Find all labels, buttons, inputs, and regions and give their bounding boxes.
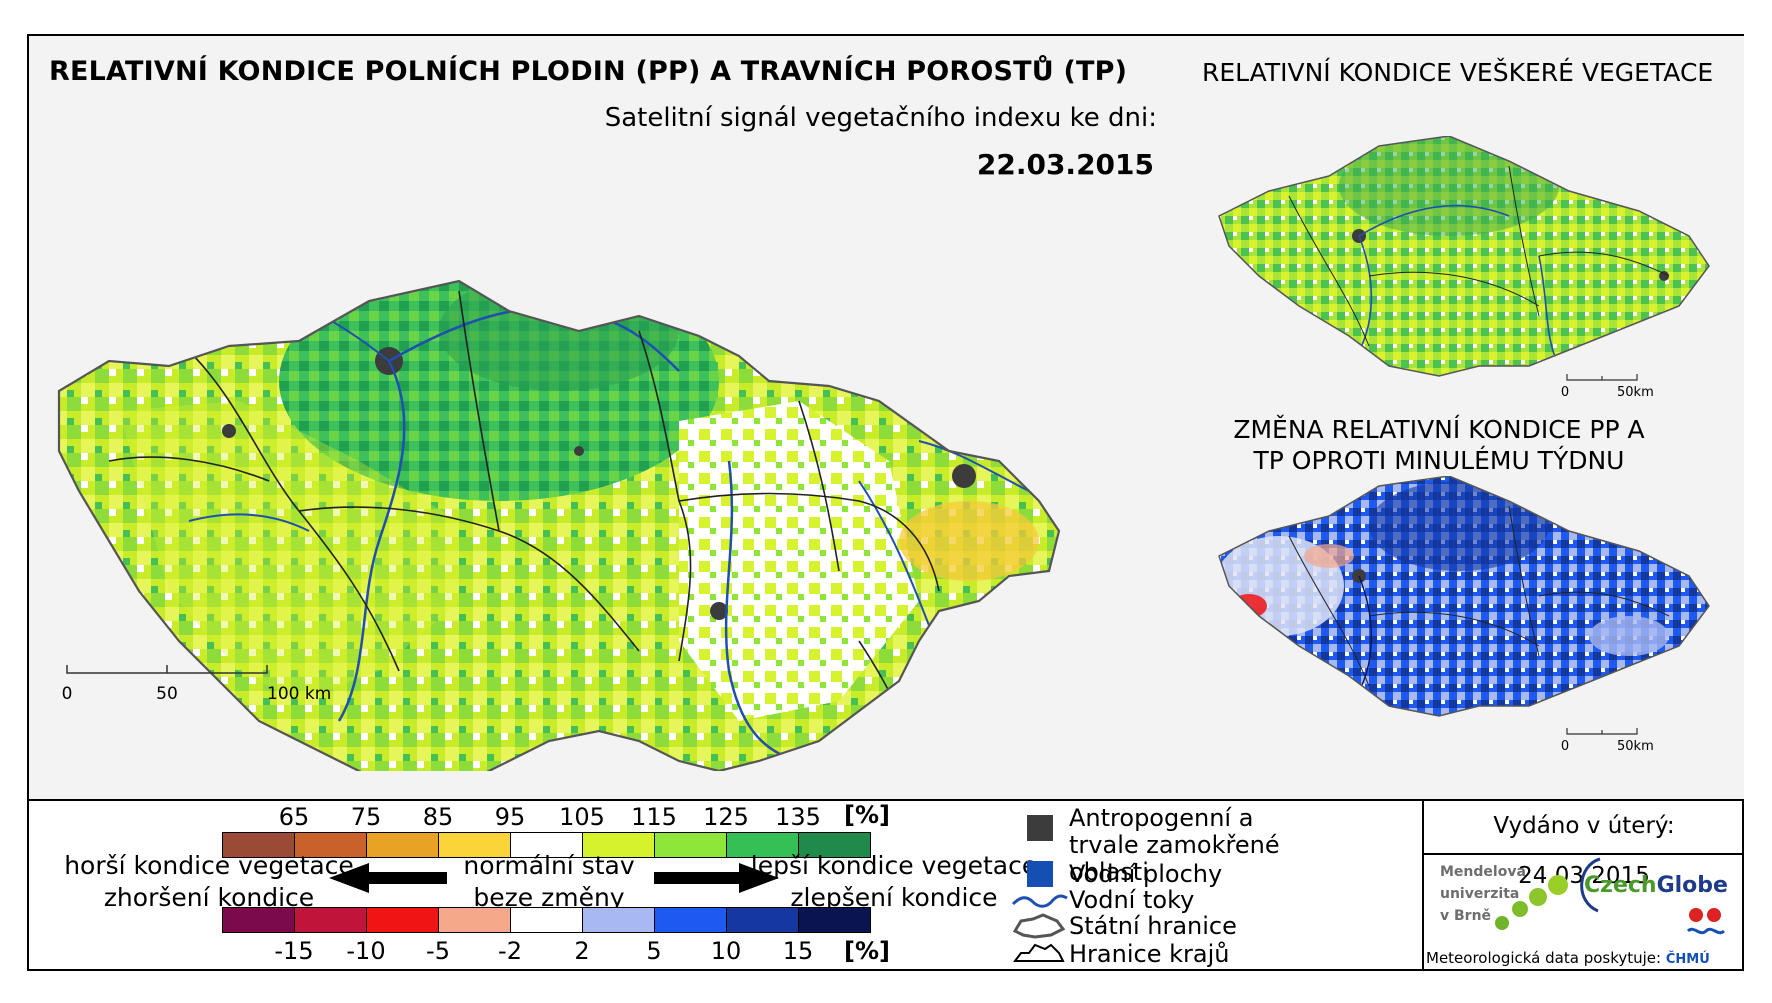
change-label-5: 5 [646, 937, 662, 965]
meteo-credit: Meteorologická data poskytuje: ČHMÚ [1426, 949, 1710, 967]
change-swatch-0 [222, 907, 295, 933]
inset-vegetation-scale-50: 50km [1617, 385, 1654, 400]
date-label: 22.03.2015 [976, 148, 1154, 181]
water-swatch [1027, 861, 1053, 887]
legend-panel: 65 75 85 95 105 115 125 135 [%] horší ko… [29, 801, 1744, 971]
state-border-icon [1012, 913, 1066, 939]
key-anthropogenic: Antropogenní a trvale zamokřené oblasti [1027, 804, 1329, 886]
change-swatch-2 [366, 907, 439, 933]
mendel-logo-text: Mendelova univerzita v Brně [1440, 861, 1526, 927]
change-unit: [%] [844, 937, 890, 965]
czechglobe-globe: Globe [1656, 873, 1728, 898]
main-scale-100: 100 km [267, 684, 331, 704]
czechglobe-czech: Czech [1584, 873, 1657, 898]
change-label-15: 15 [782, 937, 814, 965]
region-border-icon [1013, 943, 1065, 962]
condition-swatch-7 [726, 832, 799, 858]
change-swatch-5 [582, 907, 655, 933]
better-label-1: lepší kondice vegetace [750, 851, 1038, 880]
change-swatch-4 [510, 907, 583, 933]
change-swatch-3 [438, 907, 511, 933]
anthropogenic-swatch [1027, 815, 1053, 841]
mendel-line-2: univerzita [1440, 886, 1520, 902]
chmu-logo-icon [1686, 908, 1726, 935]
main-scale-0: 0 [62, 684, 73, 704]
main-title: RELATIVNÍ KONDICE POLNÍCH PLODIN (PP) A … [49, 56, 1128, 87]
cond-label-105: 105 [559, 803, 605, 831]
condition-swatch-6 [654, 832, 727, 858]
inset-change-map: 0 50km [1218, 476, 1710, 754]
inset-change-title: ZMĚNA RELATIVNÍ KONDICE PP A TP OPROTI M… [1233, 415, 1645, 475]
key-rivers: Vodní toky [1011, 886, 1195, 914]
meteo-credit-text: Meteorologická data poskytuje: [1426, 949, 1662, 967]
cond-label-115: 115 [631, 803, 677, 831]
change-label-neg15: -15 [274, 937, 314, 965]
inset-change-scale-0: 0 [1561, 739, 1569, 754]
condition-swatch-1 [294, 832, 367, 858]
key-rivers-label: Vodní toky [1069, 886, 1195, 914]
issued-date: Vydáno v úterý: 24.03.2015 [1424, 801, 1744, 889]
normal-label-1: normální stav [463, 851, 635, 880]
inset-vegetation-scale-0: 0 [1561, 385, 1569, 400]
change-swatch-7 [726, 907, 799, 933]
inset-vegetation-title: RELATIVNÍ KONDICE VEŠKERÉ VEGETACE [1202, 58, 1714, 87]
cond-label-125: 125 [703, 803, 749, 831]
figure-frame: RELATIVNÍ KONDICE POLNÍCH PLODIN (PP) A … [27, 34, 1744, 971]
inset-change-scale-50: 50km [1617, 739, 1654, 754]
mendel-line-3: v Brně [1440, 908, 1492, 924]
inset-vegetation-scale-bar: 0 50km [1561, 374, 1654, 400]
map-panel: RELATIVNÍ KONDICE POLNÍCH PLODIN (PP) A … [29, 36, 1744, 801]
condition-swatch-2 [366, 832, 439, 858]
condition-color-scale [222, 832, 871, 858]
key-water-areas: Vodní plochy [1027, 860, 1223, 888]
river-line-icon [1011, 894, 1068, 908]
mendel-line-1: Mendelova [1440, 864, 1526, 880]
inset-vegetation-map: 0 50km [1218, 136, 1710, 400]
key-region-border-label: Hranice krajů [1069, 940, 1230, 968]
condition-swatch-3 [438, 832, 511, 858]
logos-area: Mendelova univerzita v Brně CzechGlobe M… [1424, 855, 1744, 971]
direction-arrows [329, 863, 779, 893]
key-region-border: Hranice krajů [1013, 940, 1230, 968]
main-scale-50: 50 [156, 684, 178, 704]
key-state-border-label: Státní hranice [1069, 912, 1237, 940]
cond-label-135: 135 [775, 803, 821, 831]
key-anthropogenic-label: Antropogenní a trvale zamokřené oblasti [1069, 804, 1280, 886]
change-swatch-8 [798, 907, 871, 933]
cond-label-95: 95 [494, 803, 526, 831]
condition-swatch-0 [222, 832, 295, 858]
arrow-left-icon [329, 863, 447, 893]
cond-label-85: 85 [422, 803, 454, 831]
main-map: 0 50 100 km [57, 279, 1061, 771]
arrow-right-icon [654, 863, 779, 893]
subtitle: Satelitní signál vegetačního indexu ke d… [604, 103, 1157, 133]
change-swatch-1 [294, 907, 367, 933]
condition-swatch-4 [510, 832, 583, 858]
key-water-areas-label: Vodní plochy [1069, 860, 1223, 888]
change-swatch-6 [654, 907, 727, 933]
chmu-label: ČHMÚ [1665, 952, 1710, 967]
change-label-neg2: -2 [498, 937, 522, 965]
change-label-neg10: -10 [346, 937, 386, 965]
worse-label-1: horší kondice vegetace [64, 851, 354, 880]
change-color-scale [222, 907, 871, 933]
czechglobe-logo: CzechGlobe [1584, 873, 1728, 898]
condition-swatch-8 [798, 832, 871, 858]
change-label-10: 10 [710, 937, 742, 965]
czechglobe-arc-icon [1580, 857, 1601, 913]
mendel-dots-icon [1495, 875, 1568, 930]
condition-unit: [%] [844, 801, 890, 829]
main-scale-bar: 0 50 100 km [62, 665, 331, 704]
change-label-neg5: -5 [426, 937, 450, 965]
inset-change-scale-bar: 0 50km [1561, 728, 1654, 754]
cond-label-65: 65 [278, 803, 310, 831]
key-state-border: Státní hranice [1012, 912, 1237, 940]
cond-label-75: 75 [350, 803, 382, 831]
change-label-2: 2 [574, 937, 590, 965]
legend-divider [1422, 801, 1424, 971]
